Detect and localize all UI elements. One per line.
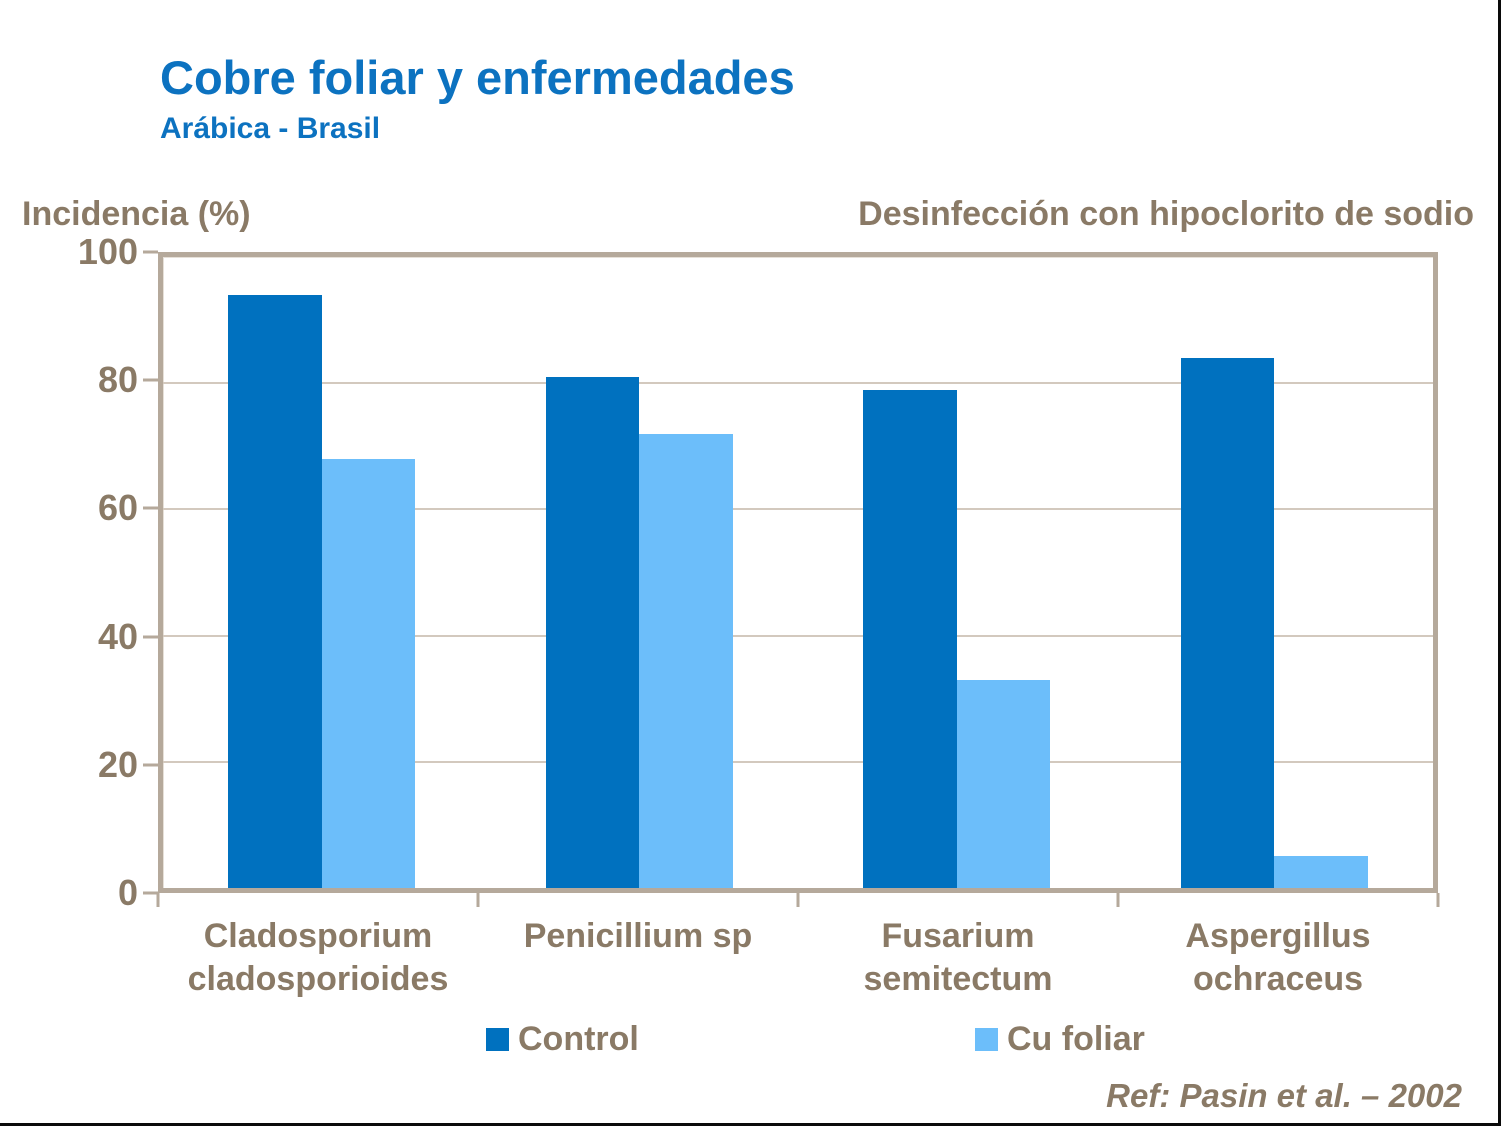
y-tick-mark <box>143 635 158 639</box>
x-tick-mark <box>156 893 160 907</box>
y-tick-label: 40 <box>97 615 138 657</box>
control-swatch-icon <box>486 1027 509 1051</box>
x-axis-tick-marks <box>156 893 1440 907</box>
cu-foliar-swatch-icon <box>975 1027 998 1051</box>
legend-label: Cu foliar <box>1007 1020 1145 1058</box>
category-label: Fusarium semitectum <box>863 917 1053 998</box>
chart-subtitle: Arábica - Brasil <box>160 112 381 145</box>
bar-cu-foliar <box>956 679 1051 888</box>
bar-control <box>228 294 322 888</box>
x-tick-mark <box>476 893 480 907</box>
bar-control <box>1180 357 1275 888</box>
y-axis-title: Incidencia (%) <box>22 195 251 233</box>
y-tick-label: 80 <box>97 359 138 401</box>
y-tick-mark <box>143 250 158 254</box>
y-tick-label: 20 <box>97 743 138 785</box>
gridline <box>163 760 1433 763</box>
x-label-cell: Cladosporium cladosporioides <box>158 915 478 1000</box>
bar-control <box>545 376 640 888</box>
gridline <box>163 382 1433 385</box>
bar-group <box>163 257 481 888</box>
category-label: Aspergillus ochraceus <box>1185 917 1371 998</box>
x-label-cell: Penicillium sp <box>478 915 798 1000</box>
legend-label: Control <box>518 1020 639 1058</box>
x-label-cell: Aspergillus ochraceus <box>1118 915 1438 1000</box>
bar-group <box>1116 257 1434 888</box>
x-label-cell: Fusarium semitectum <box>798 915 1118 1000</box>
x-tick-mark <box>1116 893 1120 907</box>
bar-cu-foliar <box>321 458 416 888</box>
legend-item-control: Control <box>486 1022 639 1056</box>
bar-group <box>798 257 1116 888</box>
y-tick-label: 0 <box>117 872 138 913</box>
y-tick-mark <box>143 506 158 510</box>
x-tick-mark <box>796 893 800 907</box>
gridline <box>163 508 1433 511</box>
bar-control <box>863 389 957 888</box>
x-tick-mark <box>1436 893 1440 907</box>
x-axis-category-labels: Cladosporium cladosporioides Penicillium … <box>158 915 1438 1000</box>
y-axis-tick-labels: 0 20 40 60 80 100 <box>0 234 138 911</box>
category-label: Penicillium sp <box>523 917 753 955</box>
reference-citation: Ref: Pasin et al. – 2002 <box>1106 1077 1462 1114</box>
plot-area <box>158 252 1438 893</box>
y-tick-mark <box>143 891 158 895</box>
bar-cu-foliar <box>1274 856 1368 888</box>
bar-group <box>481 257 799 888</box>
y-tick-mark <box>143 378 158 382</box>
y-axis-tick-marks <box>143 250 158 895</box>
gridline <box>163 634 1433 637</box>
category-label: Cladosporium cladosporioides <box>187 917 449 998</box>
legend-item-cu-foliar: Cu foliar <box>975 1022 1145 1056</box>
bar-cu-foliar <box>639 433 733 888</box>
chart-title: Cobre foliar y enfermedades <box>160 51 795 104</box>
y-tick-label: 60 <box>97 487 138 529</box>
y-tick-label: 100 <box>77 231 138 272</box>
annotation-header: Desinfección con hipoclorito de sodio <box>858 195 1474 233</box>
y-tick-mark <box>143 763 158 767</box>
plot-inner <box>163 257 1433 888</box>
